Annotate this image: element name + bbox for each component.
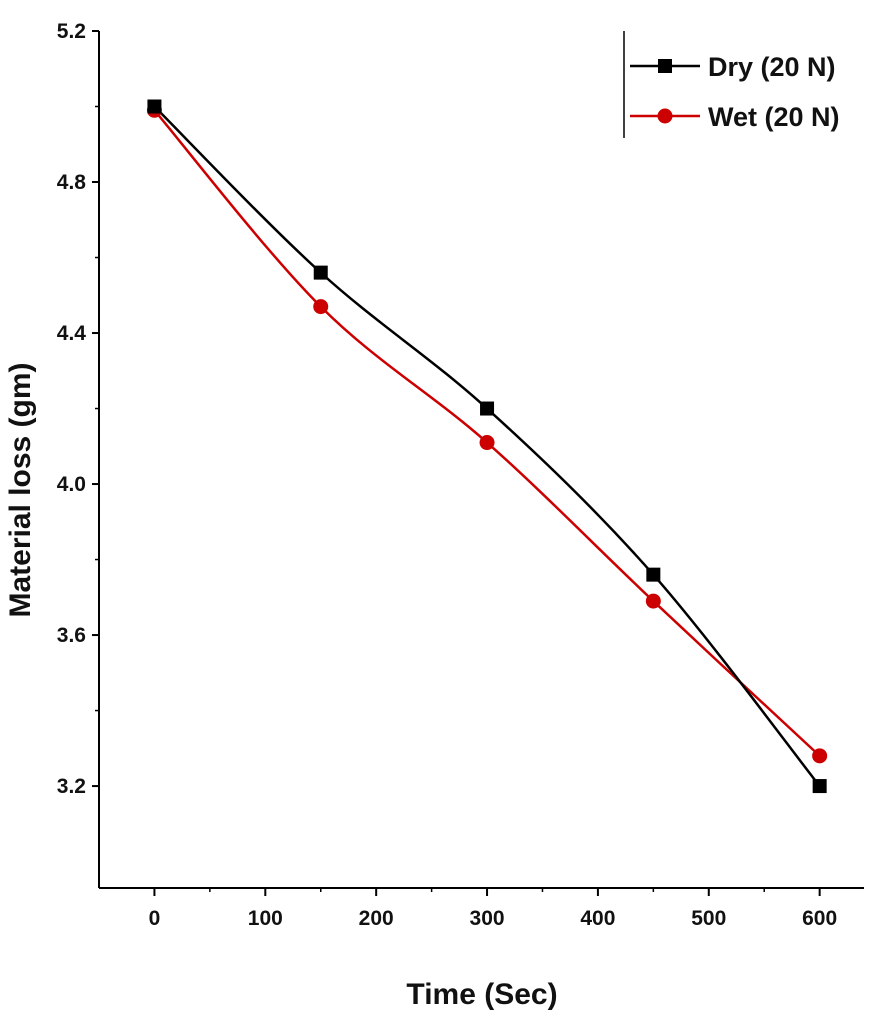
x-tick-label: 100 bbox=[248, 907, 283, 930]
data-point bbox=[313, 299, 329, 315]
y-tick-label: 3.2 bbox=[57, 775, 86, 798]
ticks: 0 100 200 300 400 500 600 3.2 3.6 4.0 4.4 4.8 5.2 bbox=[57, 20, 837, 930]
data-point bbox=[147, 99, 162, 114]
legend: Dry (20 N) Wet (20 N) bbox=[623, 31, 840, 138]
data-point bbox=[645, 593, 661, 609]
axes bbox=[98, 31, 864, 889]
x-tick-label: 0 bbox=[149, 907, 161, 930]
x-tick-label: 400 bbox=[580, 907, 615, 930]
legend-label: Dry (20 N) bbox=[708, 52, 836, 82]
data-point bbox=[479, 435, 495, 451]
y-axis-title: Material loss (gm) bbox=[4, 362, 37, 617]
x-tick-label: 300 bbox=[470, 907, 505, 930]
y-tick-label: 5.2 bbox=[57, 20, 86, 43]
data-point bbox=[646, 567, 661, 582]
y-tick-label: 4.4 bbox=[57, 322, 87, 345]
x-axis-title: Time (Sec) bbox=[406, 978, 557, 1011]
data-point bbox=[313, 265, 328, 280]
x-tick-label: 200 bbox=[359, 907, 394, 930]
legend-label: Wet (20 N) bbox=[708, 102, 840, 132]
y-tick-label: 4.0 bbox=[57, 473, 86, 496]
x-tick-label: 500 bbox=[691, 907, 726, 930]
data-point bbox=[812, 748, 828, 764]
x-tick-label: 600 bbox=[802, 907, 837, 930]
legend-marker bbox=[657, 108, 673, 124]
y-tick-label: 4.8 bbox=[57, 171, 87, 194]
data-point bbox=[812, 779, 827, 794]
series-lines bbox=[146, 99, 828, 794]
data-point bbox=[480, 401, 495, 416]
y-tick-label: 3.6 bbox=[57, 624, 86, 647]
legend-marker bbox=[658, 59, 672, 73]
